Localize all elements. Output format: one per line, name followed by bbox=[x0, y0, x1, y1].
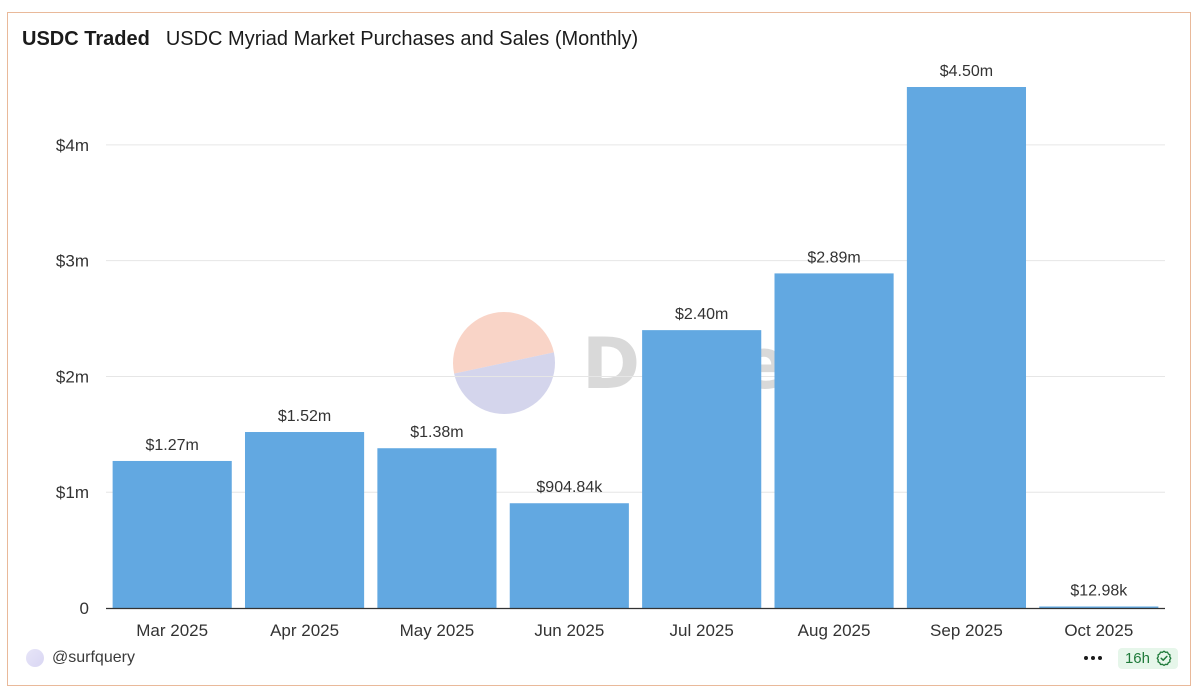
data-labels: $1.27m $1.52m $1.38m $904.84k $2.40m $2.89m $4… bbox=[146, 63, 1129, 599]
bar[interactable] bbox=[1039, 606, 1159, 608]
chart-header: USDC Traded USDC Myriad Market Purchases… bbox=[22, 28, 638, 56]
x-tick-label: Jun 2025 bbox=[534, 621, 604, 640]
data-label: $2.89m bbox=[807, 249, 860, 266]
x-axis-labels: Mar 2025 Apr 2025 May 2025 Jun 2025 Jul 2025… bbox=[136, 621, 1133, 640]
x-tick-label: Jul 2025 bbox=[670, 621, 734, 640]
y-tick-label: 0 bbox=[80, 599, 89, 618]
x-tick-label: Aug 2025 bbox=[798, 621, 871, 640]
data-label: $1.52m bbox=[278, 408, 331, 425]
bar[interactable] bbox=[377, 448, 497, 608]
data-label: $2.40m bbox=[675, 306, 728, 323]
footer-actions: 16h bbox=[1080, 646, 1178, 670]
x-tick-label: Apr 2025 bbox=[270, 621, 339, 640]
more-options-icon[interactable] bbox=[1080, 656, 1106, 660]
check-circle-icon bbox=[1156, 650, 1172, 666]
bar[interactable] bbox=[244, 432, 365, 608]
bar[interactable] bbox=[774, 273, 894, 608]
data-label: $4.50m bbox=[940, 63, 993, 80]
bar[interactable] bbox=[642, 330, 762, 608]
chart-subtitle: USDC Myriad Market Purchases and Sales (… bbox=[165, 28, 639, 50]
x-tick-label: Oct 2025 bbox=[1064, 621, 1133, 640]
y-tick-label: $3m bbox=[56, 252, 89, 271]
y-tick-label: $4m bbox=[56, 136, 89, 155]
x-tick-label: May 2025 bbox=[400, 621, 475, 640]
watermark-logo-top bbox=[453, 312, 554, 374]
bar[interactable] bbox=[509, 503, 629, 608]
bars bbox=[112, 87, 1159, 608]
author-handle[interactable]: @surfquery bbox=[52, 649, 135, 666]
bar[interactable] bbox=[112, 460, 232, 608]
data-label: $1.27m bbox=[146, 437, 199, 454]
data-label: $12.98k bbox=[1070, 582, 1128, 599]
data-label: $1.38m bbox=[410, 424, 463, 441]
refresh-age-badge[interactable]: 16h bbox=[1117, 647, 1178, 669]
age-label: 16h bbox=[1124, 649, 1150, 667]
watermark-logo-bottom bbox=[454, 352, 555, 414]
x-tick-label: Sep 2025 bbox=[930, 621, 1003, 640]
avatar bbox=[26, 649, 44, 667]
x-tick-label: Mar 2025 bbox=[136, 621, 208, 640]
y-axis-labels: 0 $1m $2m $3m $4m bbox=[56, 136, 89, 618]
y-tick-label: $1m bbox=[56, 483, 89, 502]
chart-title: USDC Traded bbox=[22, 28, 150, 50]
y-tick-label: $2m bbox=[56, 367, 89, 386]
bar[interactable] bbox=[906, 87, 1027, 608]
data-label: $904.84k bbox=[536, 479, 603, 496]
footer-author[interactable]: @surfquery bbox=[26, 647, 135, 669]
